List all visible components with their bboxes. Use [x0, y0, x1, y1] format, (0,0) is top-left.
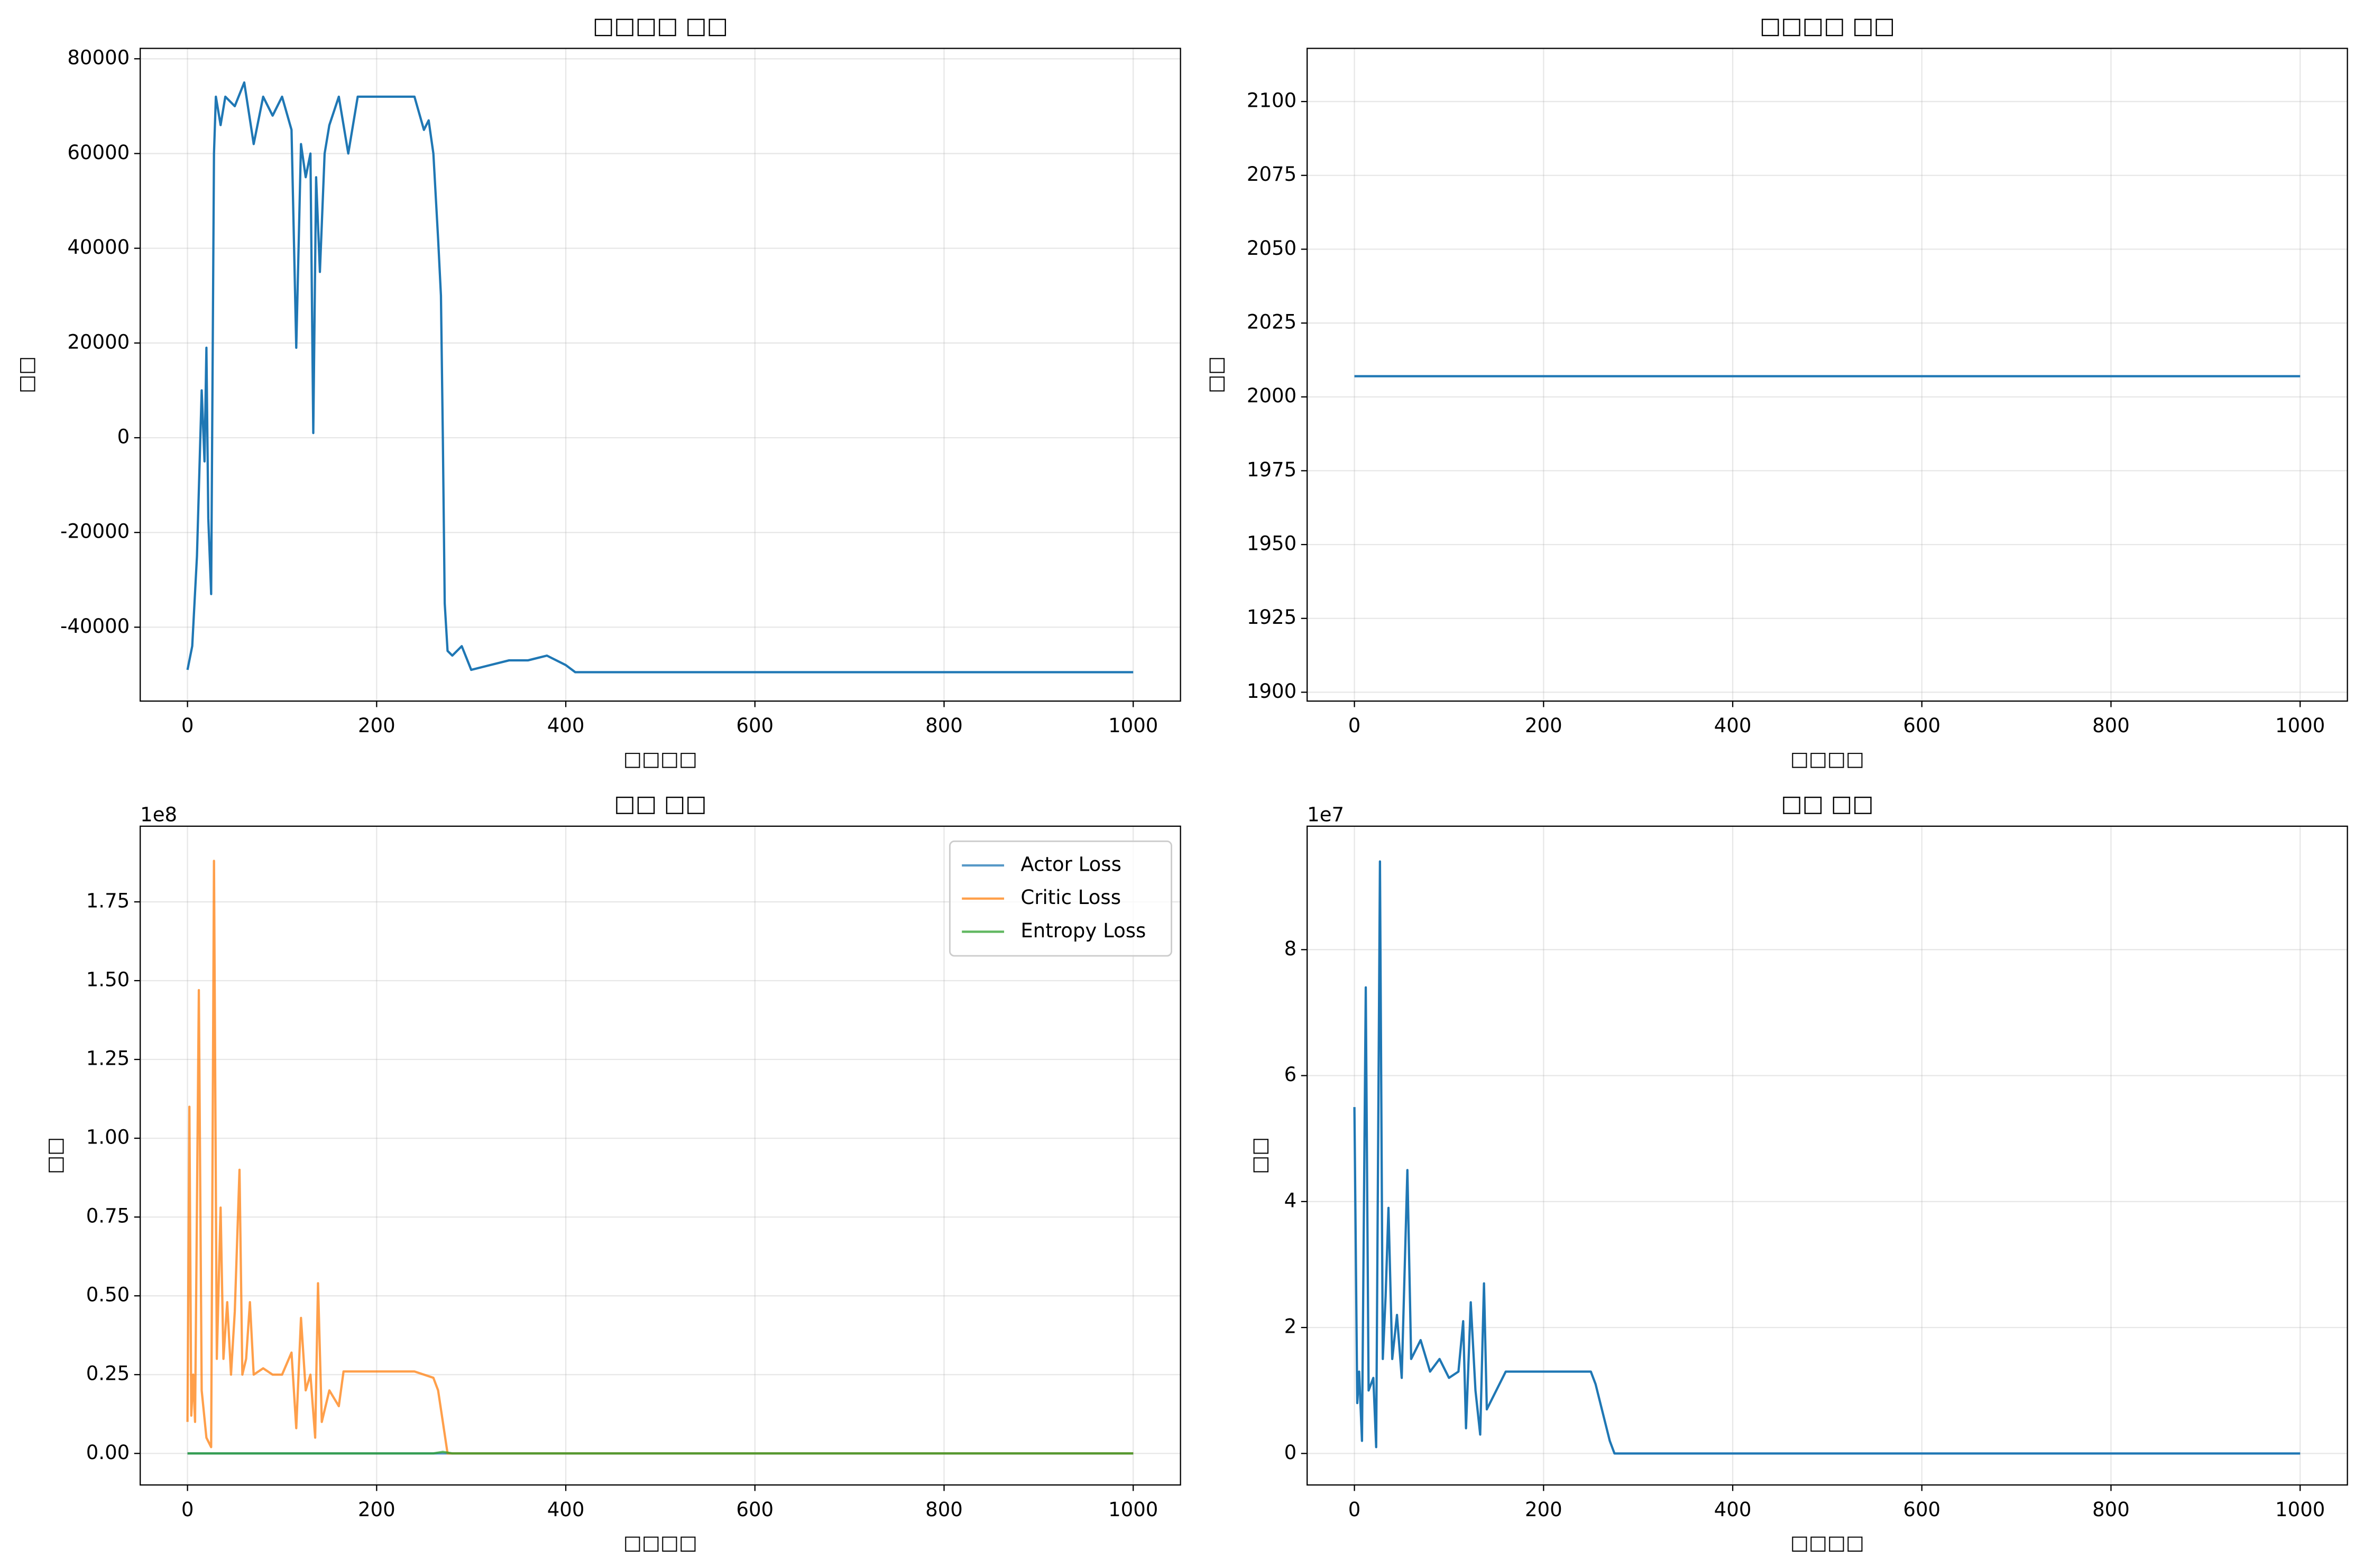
y-tick-label: 1.00 — [86, 1126, 130, 1149]
x-tick-label: 600 — [736, 714, 774, 737]
axes-frame — [1307, 825, 2348, 1486]
y-tick-label: 60000 — [67, 141, 130, 164]
y-tick-label: 0.50 — [86, 1284, 130, 1306]
x-tick-label: 400 — [1714, 1498, 1752, 1521]
offset-label: 1e7 — [1307, 803, 1344, 826]
x-tick-label: 800 — [925, 1498, 963, 1521]
x-tick-label: 1000 — [2275, 714, 2325, 737]
x-tick-label: 800 — [2092, 714, 2130, 737]
x-axis-label: □□□□ — [623, 1532, 697, 1554]
x-tick-label: 600 — [1903, 714, 1940, 737]
y-tick-label: -20000 — [60, 520, 130, 543]
y-tick-label: 6 — [1284, 1063, 1297, 1086]
data-line — [187, 1451, 1134, 1455]
y-axis-label: □□ — [1248, 1137, 1271, 1174]
x-tick-label: 1000 — [1108, 1498, 1158, 1521]
y-tick-label: 4 — [1284, 1189, 1297, 1212]
x-tick-label: 200 — [358, 1498, 395, 1521]
x-tick-label: 200 — [1525, 1498, 1562, 1521]
legend-label: Actor Loss — [1020, 853, 1121, 875]
y-tick-label: 0.25 — [86, 1362, 130, 1385]
y-tick-label: 1.75 — [86, 889, 130, 912]
x-tick-label: 800 — [2092, 1498, 2130, 1521]
y-axis-label: □□ — [15, 356, 38, 393]
x-tick-label: 400 — [547, 1498, 585, 1521]
data-line — [1353, 860, 2301, 1455]
x-tick-label: 200 — [1525, 714, 1562, 737]
x-tick-label: 1000 — [2275, 1498, 2325, 1521]
data-line — [186, 81, 1134, 674]
y-tick-label: 1925 — [1247, 606, 1296, 629]
y-tick-label: 0.75 — [86, 1205, 130, 1228]
offset-label: 1e8 — [140, 803, 177, 826]
x-tick-label: 0 — [181, 1498, 194, 1521]
y-tick-label: 1900 — [1247, 680, 1296, 703]
axes-frame — [140, 825, 1181, 1486]
x-tick-label: 400 — [1714, 714, 1752, 737]
x-tick-label: 0 — [1348, 714, 1361, 737]
y-tick-label: 1975 — [1247, 458, 1296, 481]
y-tick-label: 1950 — [1247, 532, 1296, 555]
y-tick-label: 1.50 — [86, 968, 130, 991]
legend-box — [949, 840, 1172, 957]
y-tick-label: 0.00 — [86, 1441, 130, 1464]
y-tick-label: 2075 — [1247, 163, 1296, 186]
y-tick-label: 0 — [117, 426, 130, 448]
axes-frame — [1307, 48, 2348, 702]
chart-title: □□□□ □□ — [1760, 13, 1895, 39]
y-tick-label: 20000 — [67, 330, 130, 353]
y-tick-label: 0 — [1284, 1441, 1297, 1464]
x-axis-label: □□□□ — [1790, 1532, 1864, 1554]
chart-title: □□□□ □□ — [593, 13, 728, 39]
y-tick-label: -40000 — [60, 615, 130, 638]
y-tick-label: 80000 — [67, 47, 130, 69]
legend-label: Entropy Loss — [1020, 919, 1146, 942]
legend-label: Critic Loss — [1020, 886, 1121, 909]
x-tick-label: 600 — [736, 1498, 774, 1521]
axes-frame — [140, 48, 1181, 702]
y-axis-label: □□ — [43, 1137, 66, 1174]
y-tick-label: 2100 — [1247, 89, 1296, 112]
x-tick-label: 600 — [1903, 1498, 1940, 1521]
y-tick-label: 2050 — [1247, 237, 1296, 260]
x-tick-label: 200 — [358, 714, 395, 737]
y-tick-label: 8 — [1284, 937, 1297, 960]
x-tick-label: 1000 — [1108, 714, 1158, 737]
x-axis-label: □□□□ — [1790, 748, 1864, 770]
y-tick-label: 40000 — [67, 236, 130, 259]
data-line — [186, 860, 1134, 1455]
x-tick-label: 0 — [1348, 1498, 1361, 1521]
y-tick-label: 2025 — [1247, 311, 1296, 334]
x-axis-label: □□□□ — [623, 748, 697, 770]
x-tick-label: 0 — [181, 714, 194, 737]
x-tick-label: 800 — [925, 714, 963, 737]
y-axis-label: □□ — [1204, 356, 1227, 393]
chart-title: □□ □□ — [1781, 790, 1873, 817]
y-tick-label: 1.25 — [86, 1047, 130, 1070]
x-tick-label: 400 — [547, 714, 585, 737]
y-tick-label: 2 — [1284, 1315, 1297, 1338]
y-tick-label: 2000 — [1247, 384, 1296, 407]
chart-title: □□ □□ — [614, 790, 706, 817]
